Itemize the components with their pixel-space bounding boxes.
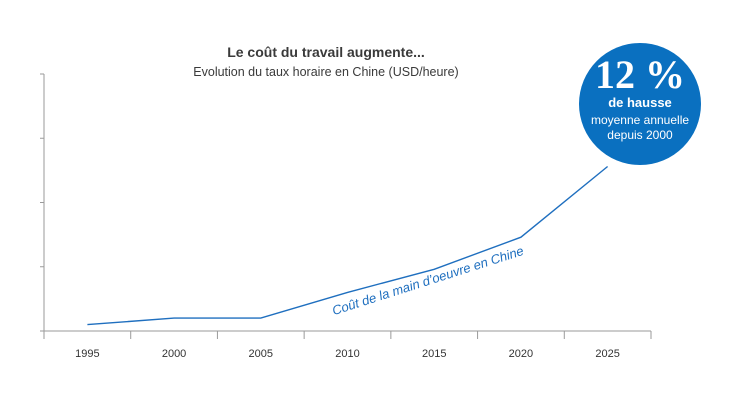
x-tick-label: 2020 xyxy=(509,348,533,360)
x-tick-label: 2015 xyxy=(422,348,446,360)
badge-line-2: moyenne annuelle xyxy=(591,113,689,127)
chart-subtitle: Evolution du taux horaire en Chine (USD/… xyxy=(193,65,458,79)
x-tick-label: 2000 xyxy=(162,348,186,360)
axes xyxy=(40,73,651,332)
badge-circle xyxy=(579,43,701,165)
badge-percentage: 12 % xyxy=(595,52,685,97)
x-tick-label: 1995 xyxy=(75,348,99,360)
chart-title: Le coût du travail augmente... xyxy=(227,44,425,60)
x-axis-ticks: 1995 2000 2005 2010 2015 2020 2025 xyxy=(43,331,652,360)
growth-badge: 12 % de hausse moyenne annuelle depuis 2… xyxy=(579,43,701,165)
series-label: Coût de la main d’oeuvre en Chine xyxy=(330,243,525,318)
badge-line-1: de hausse xyxy=(608,95,672,110)
badge-line-3: depuis 2000 xyxy=(607,128,673,142)
x-tick-label: 2025 xyxy=(595,348,619,360)
series-line xyxy=(87,165,609,326)
x-tick-label: 2010 xyxy=(335,348,359,360)
series-group: Coût de la main d’oeuvre en Chine xyxy=(87,165,609,326)
x-tick-label: 2005 xyxy=(249,348,273,360)
